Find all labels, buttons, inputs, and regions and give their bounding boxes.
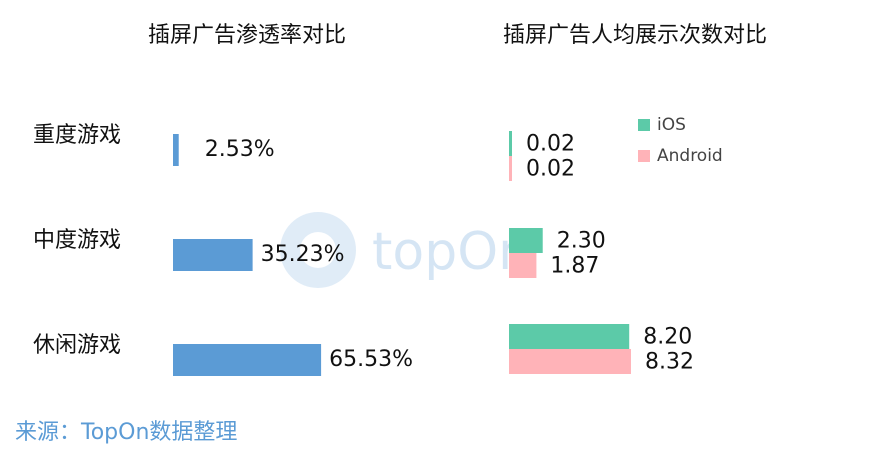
- category-label: 重度游戏: [33, 123, 121, 148]
- value-label: 8.20: [643, 325, 692, 350]
- bar: [173, 344, 322, 376]
- bar: [509, 324, 630, 349]
- bar: [509, 349, 631, 374]
- legend-swatch: [638, 119, 650, 131]
- category-label: 中度游戏: [33, 228, 121, 253]
- value-label: 0.02: [526, 132, 575, 157]
- bar: [173, 239, 253, 271]
- value-label: 35.23%: [261, 242, 345, 267]
- legend-label: Android: [657, 146, 723, 166]
- legend-label: iOS: [657, 115, 686, 135]
- bar: [509, 253, 537, 278]
- value-label: 1.87: [550, 254, 599, 279]
- value-label: 0.02: [526, 157, 575, 182]
- category-label: 休闲游戏: [33, 333, 121, 358]
- value-label: 65.53%: [329, 347, 413, 372]
- chart-title: 插屏广告渗透率对比: [148, 23, 346, 48]
- bar: [509, 131, 512, 156]
- value-label: 2.30: [557, 229, 606, 254]
- watermark: topOn: [372, 222, 531, 282]
- bar: [509, 156, 512, 181]
- bar: [509, 228, 543, 253]
- value-label: 2.53%: [205, 137, 275, 162]
- watermark-logo: [280, 212, 356, 288]
- source-note: 来源：TopOn数据整理: [15, 420, 237, 445]
- value-label: 8.32: [645, 350, 694, 375]
- chart-title: 插屏广告人均展示次数对比: [503, 23, 767, 48]
- legend-swatch: [638, 150, 650, 162]
- bar: [173, 134, 179, 166]
